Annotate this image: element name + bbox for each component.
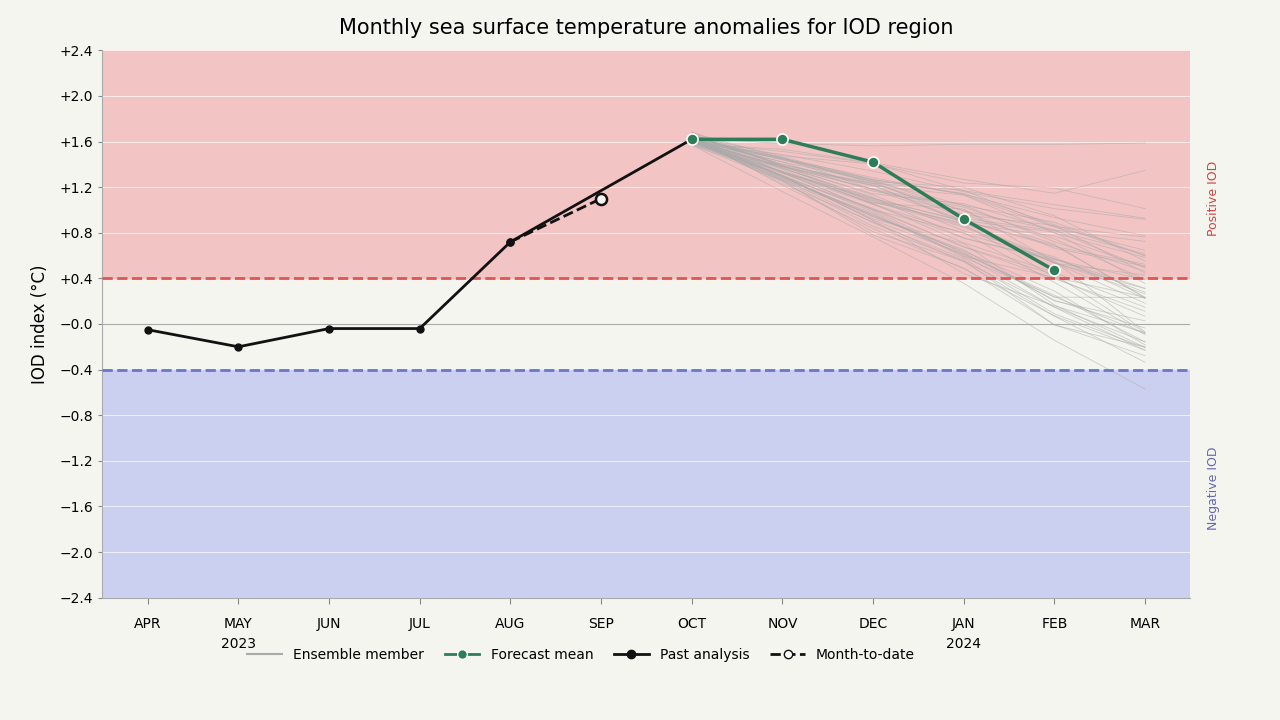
Y-axis label: IOD index (°C): IOD index (°C) [31,264,49,384]
Text: APR: APR [134,617,161,631]
Text: Positive IOD: Positive IOD [1207,161,1220,235]
Legend: Ensemble member, Forecast mean, Past analysis, Month-to-date: Ensemble member, Forecast mean, Past ana… [242,642,920,667]
Text: JAN: JAN [952,617,975,631]
Text: AUG: AUG [495,617,526,631]
Text: MAR: MAR [1129,617,1161,631]
Text: MAY: MAY [224,617,252,631]
Title: Monthly sea surface temperature anomalies for IOD region: Monthly sea surface temperature anomalie… [339,18,954,37]
Bar [102,369,1190,598]
Bar [102,50,1190,279]
Text: Negative IOD: Negative IOD [1207,446,1220,530]
Text: JUN: JUN [317,617,342,631]
Text: 2024: 2024 [946,637,982,652]
Text: JUL: JUL [408,617,430,631]
Text: OCT: OCT [677,617,707,631]
Text: SEP: SEP [588,617,614,631]
Text: FEB: FEB [1041,617,1068,631]
Text: DEC: DEC [859,617,888,631]
Text: NOV: NOV [767,617,797,631]
Text: 2023: 2023 [221,637,256,652]
